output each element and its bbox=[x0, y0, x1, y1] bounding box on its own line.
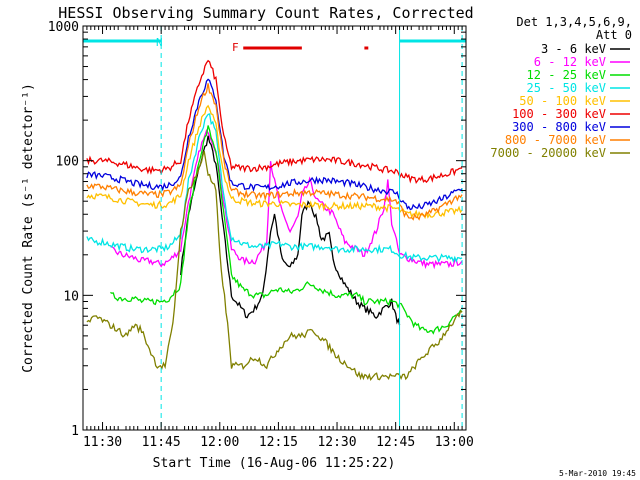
y-tick-label-2: 100 bbox=[56, 155, 79, 170]
y-tick-label-0: 1 bbox=[71, 424, 79, 439]
legend-label-4: 50 - 100 keV bbox=[519, 94, 606, 108]
legend-title-line1: Det 1,3,4,5,6,9, bbox=[516, 15, 632, 29]
y-tick-label-3: 1000 bbox=[48, 20, 79, 35]
x-tick-label-2: 12:00 bbox=[200, 435, 239, 450]
legend-label-2: 12 - 25 keV bbox=[527, 68, 606, 82]
legend-label-1: 6 - 12 keV bbox=[534, 55, 606, 69]
plot-frame bbox=[82, 25, 467, 431]
series-line-3 bbox=[86, 113, 463, 263]
legend-label-8: 7000 - 20000 keV bbox=[490, 146, 606, 160]
legend-title-line2: Att 0 bbox=[596, 28, 632, 42]
x-tick-label-1: 11:45 bbox=[142, 435, 181, 450]
x-tick-label-5: 12:45 bbox=[376, 435, 415, 450]
series-line-6 bbox=[86, 78, 463, 211]
series-line-2 bbox=[110, 125, 463, 335]
x-tick-label-4: 12:30 bbox=[317, 435, 356, 450]
night-flag-label: N bbox=[156, 36, 163, 49]
y-axis-label: Corrected Count Rate (s⁻¹ detector⁻¹) bbox=[21, 83, 36, 373]
series-line-5 bbox=[86, 59, 463, 185]
series-line-0 bbox=[180, 135, 401, 326]
x-tick-label-6: 13:00 bbox=[435, 435, 474, 450]
series-line-1 bbox=[110, 129, 463, 270]
legend-label-7: 800 - 7000 keV bbox=[505, 133, 606, 147]
flare-flag-label: F bbox=[232, 41, 239, 54]
footer-timestamp: 5-Mar-2010 19:45 bbox=[559, 469, 636, 478]
chart-title: HESSI Observing Summary Count Rates, Cor… bbox=[58, 4, 473, 22]
legend-label-5: 100 - 300 keV bbox=[512, 107, 606, 121]
flag-layer bbox=[83, 39, 466, 50]
series-line-7 bbox=[86, 83, 463, 221]
x-tick-label-3: 12:15 bbox=[259, 435, 298, 450]
legend-label-0: 3 - 6 keV bbox=[541, 42, 606, 56]
legend-label-6: 300 - 800 keV bbox=[512, 120, 606, 134]
series-line-4 bbox=[86, 104, 463, 220]
x-axis-label: Start Time (16-Aug-06 11:25:22) bbox=[153, 456, 396, 471]
series-layer bbox=[86, 59, 463, 382]
y-tick-label-1: 10 bbox=[63, 289, 79, 304]
series-line-8 bbox=[86, 150, 463, 382]
marker-layer bbox=[160, 26, 463, 430]
axis-layer: 11:30 11:45 12:00 12:15 12:30 12:45 13:00 1 10 10… bbox=[48, 20, 474, 450]
legend-label-3: 25 - 50 keV bbox=[527, 81, 606, 95]
x-tick-label-0: 11:30 bbox=[83, 435, 122, 450]
